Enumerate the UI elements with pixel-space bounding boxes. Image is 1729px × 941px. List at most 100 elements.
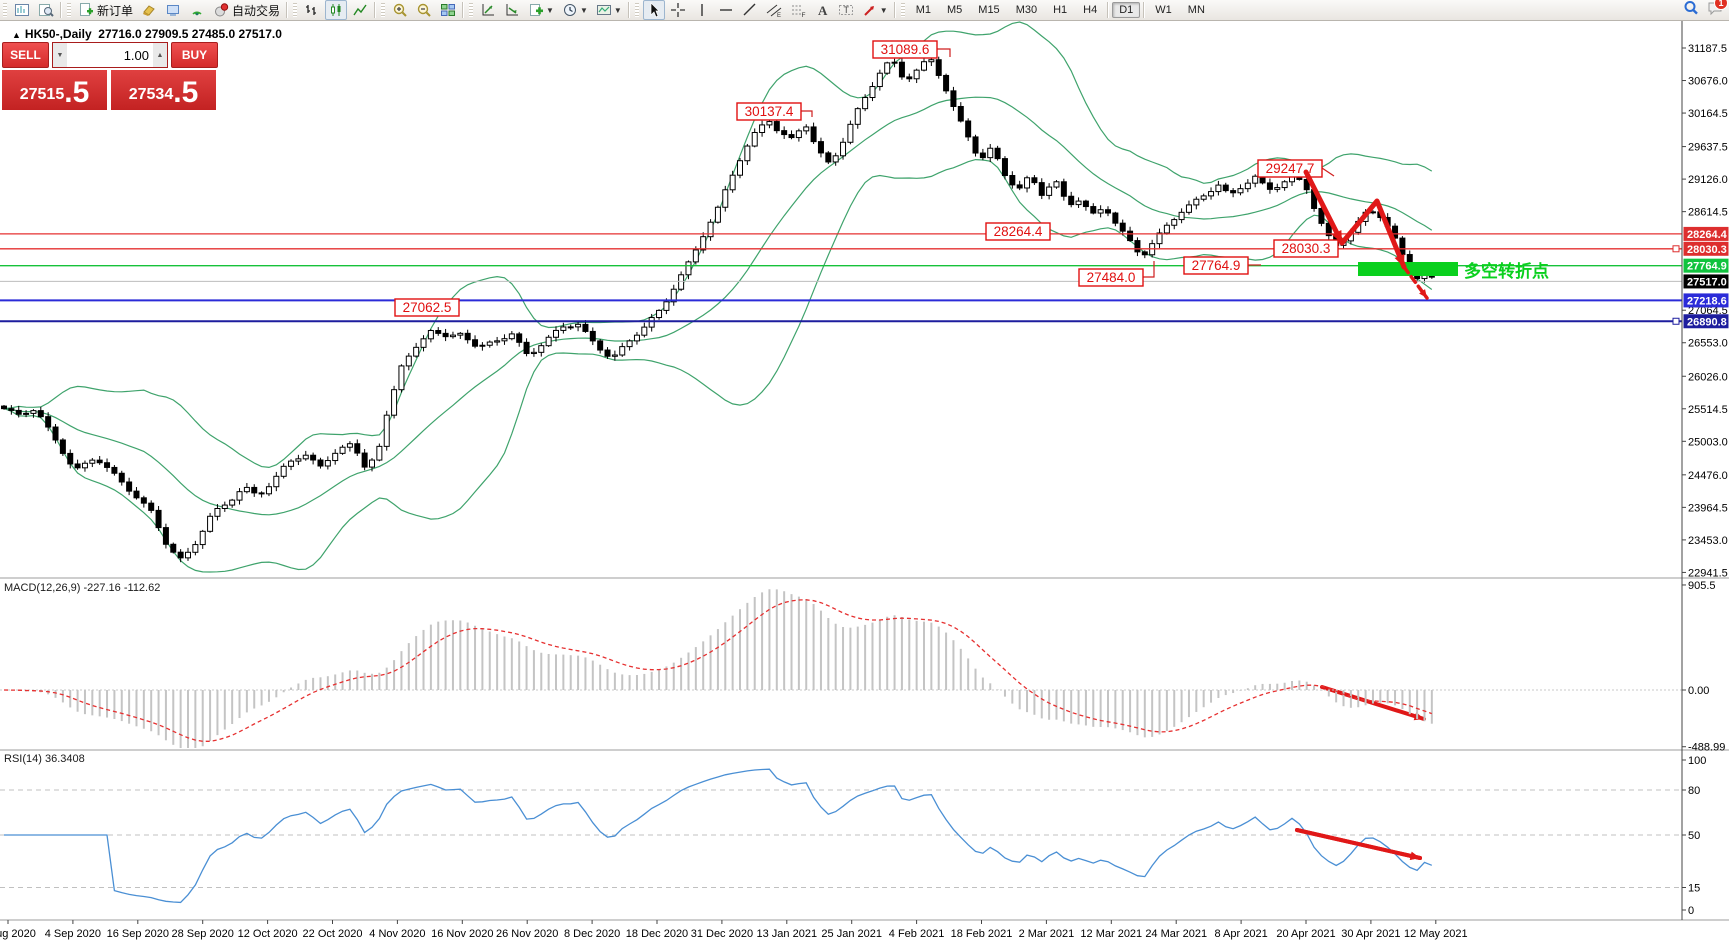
timeframe-button-MN[interactable]: MN bbox=[1187, 4, 1205, 16]
svg-text:27218.6: 27218.6 bbox=[1687, 295, 1727, 307]
svg-text:8 Dec 2020: 8 Dec 2020 bbox=[564, 928, 620, 940]
timeframe-button-D1[interactable]: D1 bbox=[1112, 2, 1141, 18]
buy-price-button[interactable]: 27534.5 bbox=[111, 70, 216, 110]
candlestick-series bbox=[1, 55, 1435, 563]
horizontal-line-button[interactable] bbox=[715, 0, 737, 20]
svg-text:2 Mar 2021: 2 Mar 2021 bbox=[1019, 928, 1075, 940]
price-label-box[interactable] bbox=[1183, 256, 1249, 275]
main-toolbar: 新订单 自动交易 ▼ ▼ ▼ E F A T ▼ M1 M5 M15 M30 H1 H4 D1 W1 MN 1 bbox=[0, 0, 1729, 21]
price-label-box[interactable] bbox=[872, 40, 938, 59]
equidistant-channel-button[interactable]: E bbox=[763, 0, 785, 20]
text-label-button[interactable]: T bbox=[835, 0, 857, 20]
dropdown-caret-icon: ▼ bbox=[546, 5, 554, 15]
toolbar-separator bbox=[893, 2, 896, 18]
svg-text:13 Jan 2021: 13 Jan 2021 bbox=[757, 928, 818, 940]
indicator-windows-button[interactable] bbox=[501, 0, 523, 20]
notification-badge: 1 bbox=[1714, 0, 1728, 10]
buy-button[interactable]: BUY bbox=[171, 42, 218, 68]
svg-text:28 Sep 2020: 28 Sep 2020 bbox=[172, 928, 234, 940]
terminal-button[interactable] bbox=[162, 0, 184, 20]
price-drop-arrow-dashed[interactable] bbox=[1402, 265, 1429, 300]
turning-point-highlight[interactable] bbox=[1358, 262, 1458, 276]
price-label-box[interactable] bbox=[394, 298, 460, 317]
price-tag bbox=[1683, 293, 1729, 308]
sell-price-button[interactable]: 27515.5 bbox=[2, 70, 107, 110]
trendline-button[interactable] bbox=[739, 0, 761, 20]
volume-spinner: ▼ ▲ bbox=[52, 42, 168, 68]
chat-button[interactable]: 1 bbox=[1707, 0, 1728, 21]
volume-decrease-button[interactable]: ▼ bbox=[53, 43, 67, 67]
toolbar-grip bbox=[67, 3, 71, 17]
svg-text:12 May 2021: 12 May 2021 bbox=[1404, 928, 1468, 940]
vertical-line-button[interactable] bbox=[691, 0, 713, 20]
price-drop-arrow[interactable] bbox=[1303, 169, 1345, 246]
svg-text:26026.0: 26026.0 bbox=[1688, 371, 1728, 383]
charts-list-button[interactable] bbox=[11, 0, 33, 20]
ohlc-low: 27485.0 bbox=[191, 27, 236, 41]
rsi-down-arrow[interactable] bbox=[1295, 828, 1422, 861]
line-handle[interactable] bbox=[1672, 317, 1680, 325]
arrows-button[interactable]: ▼ bbox=[859, 0, 891, 20]
price-label-box[interactable] bbox=[736, 102, 802, 121]
add-indicator-button[interactable]: ▼ bbox=[525, 0, 557, 20]
price-axis-labels: 31187.5 30676.0 30164.5 29637.5 29126.0 28614… bbox=[1672, 43, 1729, 917]
cursor-button[interactable] bbox=[642, 0, 665, 20]
svg-text:25514.5: 25514.5 bbox=[1688, 404, 1728, 416]
bar-chart-button[interactable] bbox=[301, 0, 323, 20]
price-swing-arrow[interactable] bbox=[1339, 198, 1407, 270]
toolbar-separator bbox=[462, 2, 465, 18]
timeframe-button-W1[interactable]: W1 bbox=[1155, 4, 1172, 16]
candlestick-chart-button[interactable] bbox=[325, 0, 348, 20]
zoom-out-button[interactable] bbox=[413, 0, 435, 20]
volume-input[interactable] bbox=[67, 43, 153, 67]
svg-text:31089.6: 31089.6 bbox=[881, 42, 930, 57]
timeframe-button-M30[interactable]: M30 bbox=[1015, 4, 1038, 16]
svg-text:31187.5: 31187.5 bbox=[1688, 43, 1727, 55]
crosshair-button[interactable] bbox=[667, 0, 689, 20]
svg-text:-488.99: -488.99 bbox=[1688, 742, 1725, 754]
zoom-in-button[interactable] bbox=[389, 0, 411, 20]
sell-price-frac: .5 bbox=[64, 76, 90, 109]
svg-text:27064.5: 27064.5 bbox=[1688, 305, 1728, 317]
signals-button[interactable] bbox=[186, 0, 208, 20]
price-label-box[interactable] bbox=[985, 222, 1051, 241]
autotrading-button[interactable]: 自动交易 bbox=[210, 0, 283, 20]
ohlc-open: 27716.0 bbox=[98, 27, 142, 41]
fibonacci-button[interactable]: F bbox=[787, 0, 809, 20]
toolbar-grip bbox=[900, 3, 905, 17]
tile-windows-button[interactable] bbox=[437, 0, 459, 20]
price-label-box[interactable] bbox=[1078, 268, 1144, 287]
eraser-button[interactable] bbox=[138, 0, 160, 20]
volume-increase-button[interactable]: ▲ bbox=[153, 43, 167, 67]
profile-search-button[interactable] bbox=[35, 0, 57, 20]
timeframe-button-H4[interactable]: H4 bbox=[1083, 4, 1098, 16]
new-order-button-label: 新订单 bbox=[97, 3, 134, 18]
line-handle[interactable] bbox=[1672, 245, 1680, 253]
indicators-button[interactable] bbox=[477, 0, 499, 20]
svg-text:5 Aug 2020: 5 Aug 2020 bbox=[0, 928, 36, 940]
timeframe-button-H1[interactable]: H1 bbox=[1053, 4, 1068, 16]
turning-point-label[interactable]: 多空转折点 bbox=[1464, 261, 1549, 281]
line-chart-button[interactable] bbox=[349, 0, 371, 20]
timeframe-button-M1[interactable]: M1 bbox=[915, 4, 931, 16]
templates-button[interactable]: ▼ bbox=[593, 0, 625, 20]
new-order-button[interactable]: 新订单 bbox=[75, 0, 136, 20]
price-label-box[interactable] bbox=[1273, 239, 1339, 258]
toolbar-grip bbox=[3, 3, 7, 17]
svg-text:26890.8: 26890.8 bbox=[1687, 316, 1727, 328]
svg-text:24 Mar 2021: 24 Mar 2021 bbox=[1145, 928, 1207, 940]
svg-text:26553.0: 26553.0 bbox=[1688, 338, 1728, 350]
svg-text:16 Sep 2020: 16 Sep 2020 bbox=[107, 928, 169, 940]
ohlc-high: 27909.5 bbox=[145, 27, 189, 41]
svg-text:29126.0: 29126.0 bbox=[1688, 174, 1728, 186]
svg-text:30 Apr 2021: 30 Apr 2021 bbox=[1341, 928, 1400, 940]
text-button[interactable]: A bbox=[811, 0, 833, 20]
periods-button[interactable]: ▼ bbox=[559, 0, 591, 20]
search-button[interactable] bbox=[1683, 0, 1699, 21]
timeframe-button-M5[interactable]: M5 bbox=[947, 4, 963, 16]
svg-text:F: F bbox=[801, 12, 805, 18]
svg-text:12 Oct 2020: 12 Oct 2020 bbox=[238, 928, 298, 940]
svg-text:28264.4: 28264.4 bbox=[1687, 229, 1728, 241]
timeframe-button-M15[interactable]: M15 bbox=[978, 4, 1000, 16]
sell-button[interactable]: SELL bbox=[2, 42, 49, 68]
